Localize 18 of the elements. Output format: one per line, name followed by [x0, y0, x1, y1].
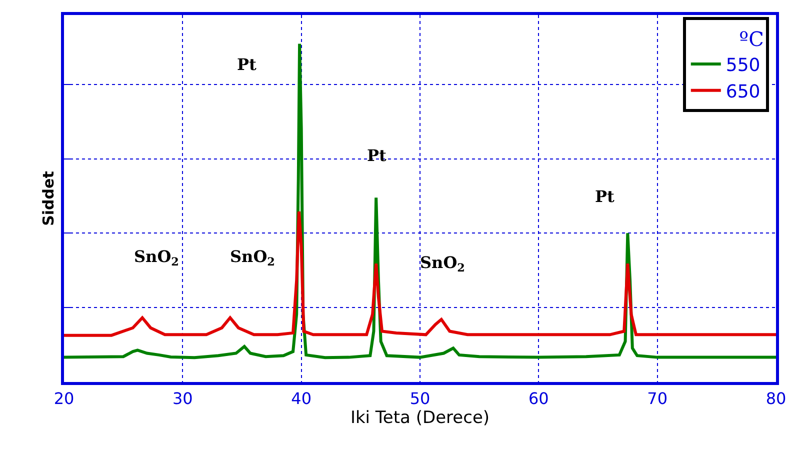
x-tick-label: 20: [54, 389, 74, 408]
legend-label: 650: [726, 81, 760, 102]
x-tick-label: 30: [172, 389, 193, 408]
annotation: SnO$_{2}$: [134, 247, 179, 268]
x-tick-label: 80: [766, 389, 786, 408]
annotation: SnO$_{2}$: [230, 247, 275, 268]
x-tick-label: 50: [410, 389, 430, 408]
y-axis-title: Siddet: [39, 171, 58, 226]
legend-title: ºC: [739, 26, 764, 51]
annotation: Pt: [237, 55, 258, 74]
x-tick-label: 40: [291, 389, 312, 408]
x-axis-title: Iki Teta (Derece): [350, 408, 490, 428]
x-tick-label: 60: [528, 389, 549, 408]
annotation: SnO$_{2}$: [420, 253, 465, 274]
annotation: Pt: [367, 146, 388, 165]
annotation: Pt: [595, 187, 616, 206]
legend-label: 550: [726, 55, 760, 76]
x-tick-label: 70: [647, 389, 668, 408]
